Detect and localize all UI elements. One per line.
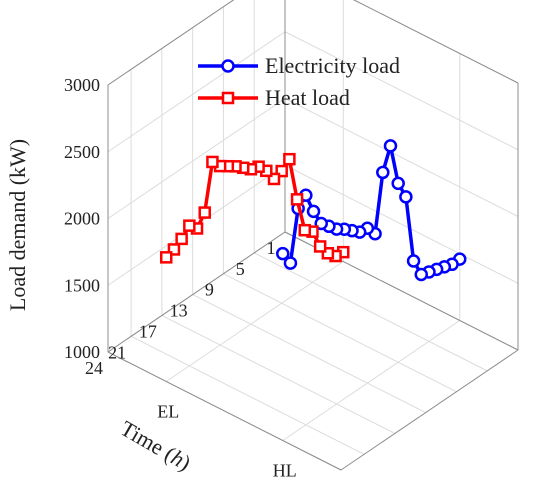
x-tick-label: EL (157, 402, 179, 422)
y-tick-label: 13 (170, 301, 188, 321)
data-point (313, 240, 327, 253)
grid-line (223, 273, 457, 393)
data-point (160, 251, 173, 264)
grid-line (282, 320, 461, 441)
data-point (321, 246, 335, 260)
data-point (198, 206, 211, 219)
z-axis-label: Load demand (kW) (5, 139, 30, 311)
data-point (406, 254, 421, 268)
plot-series (160, 139, 467, 282)
data-point (399, 190, 413, 204)
y-tick-label: 17 (139, 321, 157, 341)
grid-line (284, 31, 519, 151)
data-point (276, 246, 290, 261)
z-tick-label: 1500 (64, 275, 100, 295)
data-point (383, 139, 398, 153)
axis-edge (353, 0, 519, 84)
legend-entry: Electricity load (198, 53, 400, 78)
grid-line (107, 98, 286, 219)
grid-line (284, 98, 519, 217)
legend-label: Electricity load (265, 53, 400, 78)
axis-edge (107, 231, 286, 353)
y-tick-label: 9 (205, 280, 214, 300)
grid-line (253, 252, 488, 372)
data-point (267, 172, 281, 186)
axis-edge (340, 349, 519, 471)
data-point (376, 165, 390, 180)
grid-line (284, 164, 519, 284)
axis-edge (107, 351, 342, 471)
grid-line (192, 294, 426, 414)
y-axis-label-text: Time ( (116, 415, 179, 466)
grid-line (161, 315, 396, 434)
y-tick-label: 21 (108, 342, 126, 362)
data-point (221, 91, 235, 105)
left-wall (108, 0, 285, 352)
data-point (221, 59, 235, 73)
z-tick-label: 2000 (64, 209, 100, 229)
legend-label: Heat load (265, 85, 350, 110)
grid-line (165, 261, 344, 382)
z-tick-label: 2500 (64, 142, 100, 162)
series-el (160, 152, 350, 264)
data-point (206, 155, 219, 169)
data-point (175, 232, 188, 246)
y-axis-label: Time (h) (116, 415, 195, 475)
data-point (306, 204, 321, 219)
legend: Electricity load Heat load (198, 53, 400, 110)
data-point (283, 256, 298, 270)
data-point (283, 152, 296, 166)
x-tick-label: HL (273, 461, 297, 481)
z-tick-label: 3000 (64, 75, 100, 95)
data-point (391, 176, 405, 191)
data-point (414, 267, 429, 282)
data-point (275, 164, 288, 178)
data-point (290, 193, 304, 206)
data-point (167, 243, 181, 256)
data-point (298, 223, 312, 237)
y-tick-label: 1 (267, 238, 276, 258)
grid-line (130, 335, 365, 455)
grid-line (107, 31, 286, 153)
y-tick-label: 5 (236, 259, 245, 279)
y-tick-label: 24 (85, 358, 103, 378)
z-tick-label: 1000 (64, 342, 100, 362)
legend-entry: Heat load (198, 85, 350, 110)
data-point (183, 219, 196, 232)
axis-edge (107, 0, 235, 86)
